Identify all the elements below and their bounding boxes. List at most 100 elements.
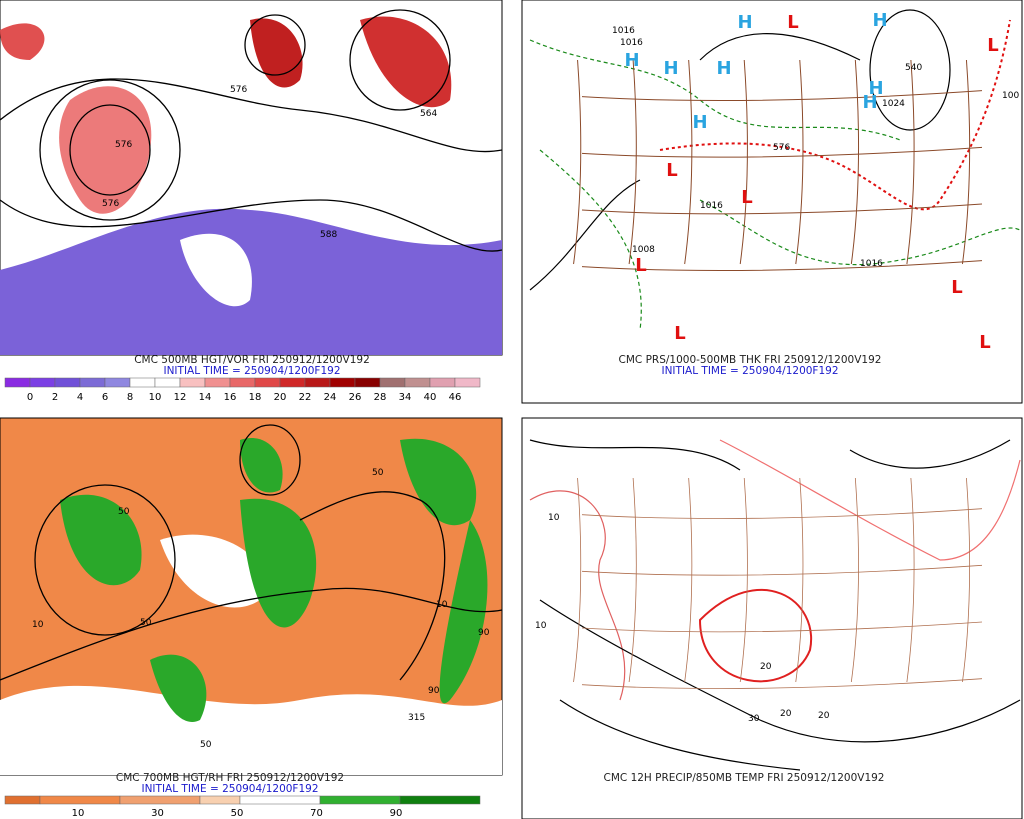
contour-label: 10: [535, 621, 547, 631]
contour-label: 576: [102, 199, 119, 209]
initial-time: INITIAL TIME = 250904/1200F192: [141, 783, 318, 795]
contour-label: 10: [548, 513, 560, 523]
borders: [573, 477, 983, 689]
border-line: [581, 203, 983, 215]
initial-time: INITIAL TIME = 250904/1200F192: [661, 365, 838, 377]
colorbar-label: 4: [77, 392, 83, 403]
border-line: [850, 59, 860, 265]
panel-caption: CMC 12H PRECIP/850MB TEMP FRI 250912/120…: [604, 772, 885, 784]
low-center: L: [674, 323, 685, 344]
border-line: [739, 477, 748, 683]
contour-label: 30: [748, 714, 760, 724]
colorbar-label: 40: [424, 392, 437, 403]
border-line: [573, 477, 582, 683]
contour-label: 10: [436, 600, 448, 610]
border-line: [684, 477, 693, 683]
low-center: L: [666, 160, 677, 181]
low-center: L: [635, 255, 646, 276]
colorbar-label: 16: [224, 392, 237, 403]
border-line: [581, 146, 983, 158]
colorbar-swatch: [379, 377, 406, 388]
high-center: H: [716, 58, 731, 79]
contour-label: 20: [760, 662, 772, 672]
colorbar-label: 14: [199, 392, 212, 403]
border-line: [906, 59, 915, 265]
colorbar-label: 8: [127, 392, 133, 403]
map-frame: [521, 417, 1023, 819]
vorticity-gap: [180, 233, 252, 307]
colorbar-label: 20: [274, 392, 287, 403]
panel-precip: 10 10 20 20 20 30 CMC 12H PRECIP/850MB T…: [521, 417, 1023, 819]
rh-area: [240, 438, 283, 493]
colorbar-label: 2: [52, 392, 58, 403]
colorbar-label: 10: [149, 392, 162, 403]
contour-label: 100: [1002, 91, 1019, 101]
contour-label: 20: [780, 709, 792, 719]
temperature-contours: [529, 439, 1021, 771]
border-line: [795, 477, 804, 683]
colorbar-swatch: [119, 795, 201, 805]
colorbar-label: 34: [399, 392, 412, 403]
colorbar-label: 0: [27, 392, 33, 403]
low-center: L: [787, 12, 798, 33]
initial-time: INITIAL TIME = 250904/1200F192: [163, 365, 340, 377]
border-line: [961, 59, 971, 265]
colorbar-swatch: [29, 377, 56, 388]
border-line: [962, 477, 971, 683]
colorbar-swatch: [204, 377, 231, 388]
colorbar-swatch: [429, 377, 456, 388]
height-contours: [0, 424, 503, 681]
panel-500mb: 576 576 576 564 588 CMC 500MB HGT/VOR FR…: [0, 0, 503, 403]
colorbar: 10 30 50 70 90: [4, 795, 481, 819]
height-contours: [0, 9, 503, 252]
panel-caption: CMC 700MB HGT/RH FRI 250912/1200V192: [116, 772, 344, 784]
colorbar-label: 22: [299, 392, 312, 403]
contour-label: 50: [372, 468, 384, 478]
contour-label: 1008: [632, 245, 655, 255]
colorbar-swatch: [4, 377, 31, 388]
border-line: [581, 564, 983, 576]
colorbar-swatch: [399, 795, 481, 805]
border-line: [795, 59, 804, 265]
colorbar-swatch: [179, 377, 206, 388]
border-line: [581, 90, 983, 102]
colorbar-swatch: [154, 377, 181, 388]
rh-area: [150, 654, 207, 722]
contour-label: 1024: [882, 99, 905, 109]
low-center: L: [951, 277, 962, 298]
rh-area: [400, 438, 477, 526]
contour-label: 1016: [620, 38, 643, 48]
contour-label: 50: [118, 507, 130, 517]
colorbar-label: 30: [151, 808, 164, 819]
colorbar-label: 6: [102, 392, 108, 403]
colorbar-swatch: [254, 377, 281, 388]
colorbar-swatch: [279, 377, 306, 388]
border-line: [581, 260, 983, 272]
border-line: [684, 59, 693, 265]
vorticity-area: [250, 18, 303, 88]
panel-caption: CMC 500MB HGT/VOR FRI 250912/1200V192: [134, 354, 370, 366]
colorbar-label: 70: [310, 808, 323, 819]
high-center: H: [872, 10, 887, 31]
contour-label: 10: [32, 620, 44, 630]
borders: [573, 59, 983, 272]
high-center: H: [737, 12, 752, 33]
contour-label: 1016: [612, 26, 635, 36]
contour-label: 315: [408, 713, 425, 723]
border-line: [628, 59, 637, 265]
colorbar-label: 26: [349, 392, 362, 403]
low-center: L: [987, 35, 998, 56]
vorticity-area: [360, 16, 452, 108]
rh-area: [240, 498, 317, 628]
colorbar-label: 28: [374, 392, 387, 403]
contour-label: 576: [115, 140, 132, 150]
colorbar-swatch: [54, 377, 81, 388]
colorbar-label: 46: [449, 392, 462, 403]
contour-label: 50: [200, 740, 212, 750]
contour-label: 1016: [700, 201, 723, 211]
rh-area: [439, 520, 488, 704]
colorbar-swatch: [319, 795, 401, 805]
high-center: H: [862, 92, 877, 113]
